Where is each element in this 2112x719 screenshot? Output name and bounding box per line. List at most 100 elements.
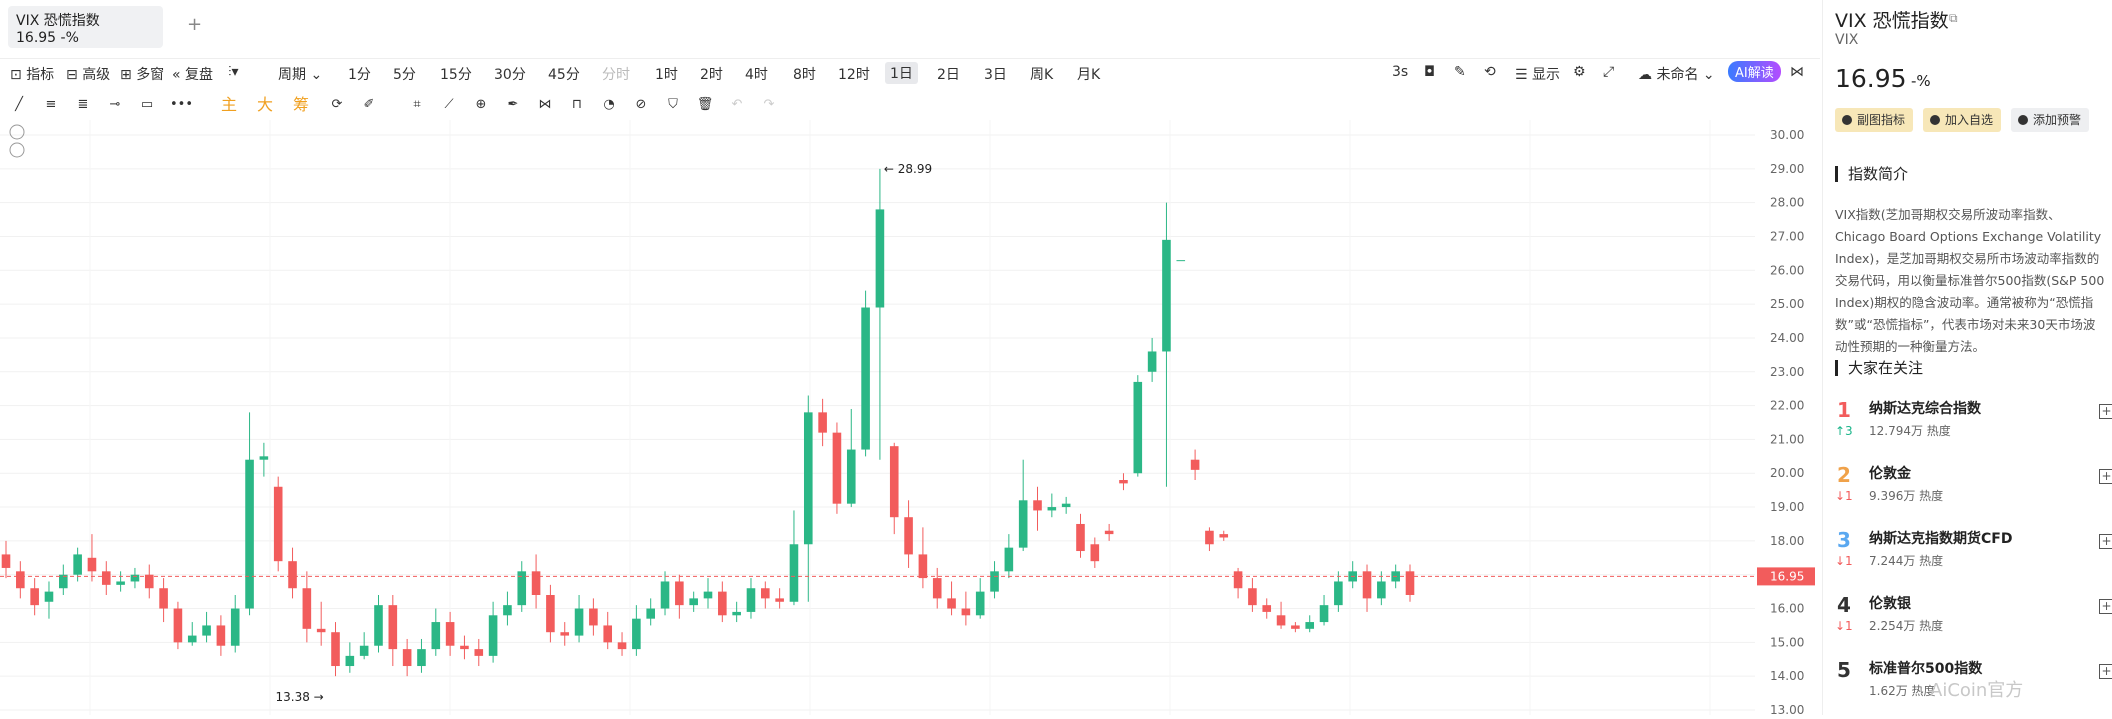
chip-distribution-button[interactable]: 筹 <box>292 95 309 114</box>
add-watch-icon[interactable]: + <box>2099 404 2112 419</box>
candle-body <box>875 209 885 308</box>
horizontal-line-icon[interactable]: ⊸ <box>109 97 121 112</box>
interval-1h[interactable]: 1时 <box>655 67 678 83</box>
interval-30m[interactable]: 30分 <box>494 67 526 83</box>
high-label: ← 28.99 <box>884 162 932 176</box>
interval-3d[interactable]: 3日 <box>984 67 1007 83</box>
candle-body <box>1405 571 1415 595</box>
brush-icon[interactable]: ✐ <box>363 97 375 112</box>
pattern-icon[interactable]: ⋈ <box>538 97 552 112</box>
interval-1m[interactable]: 1分 <box>348 67 371 83</box>
magnet-icon[interactable]: ⊘ <box>635 97 647 112</box>
channel-icon[interactable]: ≡ <box>45 97 57 112</box>
add-watch-icon[interactable]: + <box>2099 469 2112 484</box>
tab-title: VIX 恐慌指数 <box>16 13 100 29</box>
interval-week[interactable]: 周K <box>1030 67 1054 83</box>
hot-item[interactable]: 2 ↓1 伦敦金 9.396万 热度 + <box>1835 461 2112 519</box>
display-label: 显示 <box>1532 67 1561 83</box>
candle-body <box>130 574 140 582</box>
add-watch-icon[interactable]: + <box>2099 664 2112 679</box>
candle-body <box>1262 605 1272 612</box>
undo-icon[interactable]: ↶ <box>731 97 743 112</box>
eye-icon[interactable]: ◔ <box>603 97 615 112</box>
interval-1d[interactable]: 1日 <box>885 62 918 84</box>
more-tools-icon[interactable]: ••• <box>170 97 194 112</box>
hot-item[interactable]: 3 ↓1 纳斯达克指数期货CFD 7.244万 热度 + <box>1835 526 2112 584</box>
candle-body <box>961 608 971 616</box>
advanced-button[interactable]: ⊟ 高级 <box>66 67 111 83</box>
candlestick-chart[interactable]: 30.00 29.00 28.00 27.00 26.00 25.00 24.00 23.00… <box>0 120 1820 717</box>
lock-icon[interactable]: ⊓ <box>571 97 583 112</box>
parallel-lines-icon[interactable]: ≣ <box>77 97 89 112</box>
interval-2h[interactable]: 2时 <box>700 67 723 83</box>
symbol-tab[interactable]: VIX 恐慌指数 16.95 -% <box>8 6 163 48</box>
multi-window-button[interactable]: ⊞ 多窗 <box>120 67 165 83</box>
candle-body <box>288 561 297 589</box>
settings-icon[interactable]: ⚙ <box>1573 64 1586 80</box>
add-watchlist-button[interactable]: 加入自选 <box>1923 108 2002 132</box>
pen-icon[interactable]: ✎ <box>1454 64 1466 80</box>
candle-body <box>1233 571 1243 589</box>
candle-body <box>1219 534 1229 538</box>
layout-name-dropdown[interactable]: ☁ 未命名 ⌄ <box>1638 67 1715 83</box>
camera-icon[interactable]: ◘ <box>1424 64 1436 80</box>
trendline-icon[interactable]: ╱ <box>15 97 23 112</box>
main-indicator-button[interactable]: 主 <box>220 95 237 114</box>
indicators-button[interactable]: ⊡ 指标 <box>10 67 55 83</box>
delete-icon[interactable]: 🗑 <box>696 97 714 112</box>
marker-icon[interactable]: ✒ <box>507 97 519 112</box>
interval-2d[interactable]: 2日 <box>937 67 960 83</box>
hot-rank: 2 <box>1837 463 1851 487</box>
period-dropdown[interactable]: 周期 ⌄ <box>278 67 323 83</box>
period-label: 周期 <box>278 67 306 83</box>
interval-month[interactable]: 月K <box>1077 67 1101 83</box>
add-watch-icon[interactable]: + <box>2099 534 2112 549</box>
candle-body <box>632 618 641 650</box>
interval-5m[interactable]: 5分 <box>393 67 416 83</box>
candle-body <box>316 628 326 633</box>
add-watch-icon[interactable]: + <box>2099 599 2112 614</box>
sync-icon[interactable]: ⟳ <box>331 97 343 112</box>
interval-4h[interactable]: 4时 <box>745 67 768 83</box>
replay-button[interactable]: « 复盘 <box>172 67 214 83</box>
ai-analysis-button[interactable]: AI解读 <box>1728 61 1781 82</box>
rectangle-icon[interactable]: ▭ <box>140 97 154 112</box>
last-price-label: 16.95 <box>1770 569 1804 583</box>
display-button[interactable]: ☰ 显示 <box>1515 67 1561 83</box>
candle-body <box>101 571 111 585</box>
price-tick: 13.00 <box>1770 703 1804 715</box>
big-order-button[interactable]: 大 <box>256 95 273 114</box>
price-tick: 21.00 <box>1770 432 1804 446</box>
filter-icon[interactable]: ⛉ <box>668 97 678 112</box>
candle-body <box>1190 459 1200 470</box>
candle-body <box>947 598 956 609</box>
layout-name-label: 未命名 <box>1656 67 1699 83</box>
hot-item[interactable]: 4 ↓1 伦敦银 2.254万 热度 + <box>1835 591 2112 649</box>
chart-canvas[interactable]: 30.00 29.00 28.00 27.00 26.00 25.00 24.00 23.00… <box>0 120 1820 717</box>
hot-item[interactable]: 5 标准普尔500指数 1.62万 热度 + <box>1835 656 2112 714</box>
seconds-button[interactable]: 3s <box>1392 64 1409 80</box>
add-alert-button[interactable]: 添加预警 <box>2011 108 2090 132</box>
hot-item[interactable]: 1 ↑3 纳斯达克综合指数 12.794万 热度 + <box>1835 396 2112 454</box>
sidebar-price: 16.95 <box>1835 64 1907 93</box>
fullscreen-icon[interactable]: ⤢ <box>1603 64 1615 80</box>
ruler-icon[interactable]: ⟋ <box>444 97 454 112</box>
candle-body <box>1205 530 1214 545</box>
redo-icon[interactable]: ↷ <box>763 97 775 112</box>
price-tick: 26.00 <box>1770 263 1804 277</box>
sub-chart-indicator-button[interactable]: 副图指标 <box>1835 108 1914 132</box>
interval-8h[interactable]: 8时 <box>793 67 816 83</box>
interval-45m[interactable]: 45分 <box>548 67 580 83</box>
interval-15m[interactable]: 15分 <box>440 67 472 83</box>
interval-timeline[interactable]: 分时 <box>602 67 630 83</box>
chart-type-icon[interactable]: ⫶▾ <box>228 64 239 80</box>
share-icon[interactable]: ⋈ <box>1790 64 1804 80</box>
candle-body <box>331 632 340 667</box>
interval-12h[interactable]: 12时 <box>838 67 870 83</box>
add-tab-button[interactable]: + <box>187 14 203 35</box>
copy-icon[interactable]: ⧉ <box>1949 11 1958 25</box>
zoom-icon[interactable]: ⊕ <box>475 97 487 112</box>
crop-icon[interactable]: ⌗ <box>413 97 421 112</box>
price-tick: 23.00 <box>1770 365 1804 379</box>
layout-icon[interactable]: ⟲ <box>1484 64 1496 80</box>
